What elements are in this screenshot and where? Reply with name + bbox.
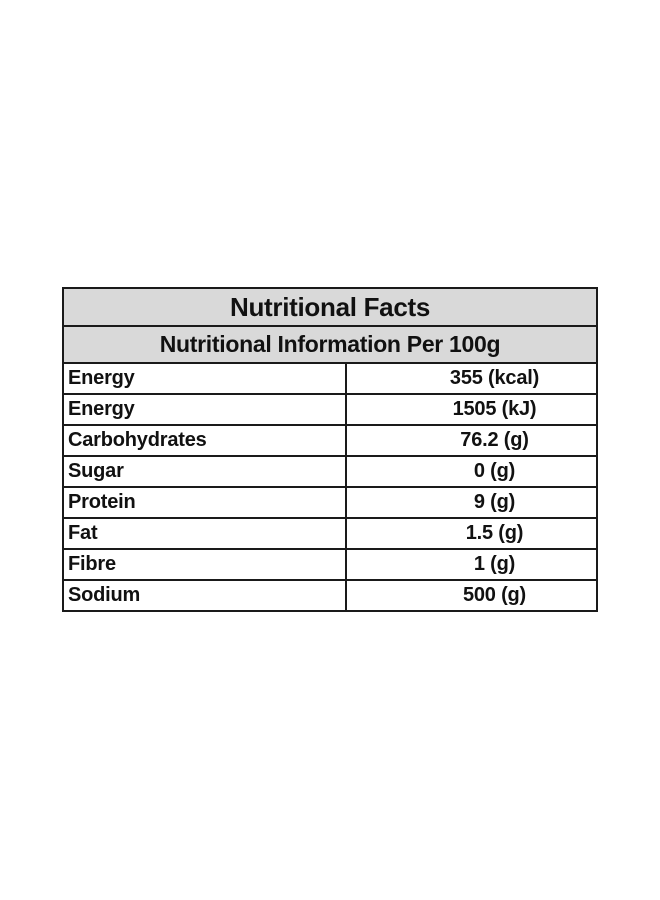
table-row-carbohydrates: Carbohydrates 76.2 (g) [62,424,598,457]
subtitle-row: Nutritional Information Per 100g [62,325,598,364]
nutrient-value-text: 1.5 (g) [465,522,524,544]
nutrient-value: 76.2 (g) [345,424,598,457]
nutrient-name: Sodium [62,579,347,612]
table-row-sodium: Sodium 500 (g) [62,579,598,612]
table-row-sugar: Sugar 0 (g) [62,455,598,488]
nutrient-value: 1.5 (g) [345,517,598,550]
nutrient-value: 355 (kcal) [345,362,598,395]
table-row-fibre: Fibre 1 (g) [62,548,598,581]
nutrient-name: Carbohydrates [62,424,347,457]
title-row: Nutritional Facts [62,287,598,327]
nutrient-name: Sugar [62,455,347,488]
nutrient-name: Energy [62,393,347,426]
nutrient-value-text: 9 (g) [473,491,516,513]
nutrient-value: 1 (g) [345,548,598,581]
nutrient-name: Fat [62,517,347,550]
table-row-fat: Fat 1.5 (g) [62,517,598,550]
nutrient-value-text: 76.2 (g) [460,429,529,451]
table-subtitle: Nutritional Information Per 100g [62,325,598,364]
nutrient-name: Protein [62,486,347,519]
nutrition-facts-table: Nutritional Facts Nutritional Informatio… [62,287,598,612]
nutrient-value-text: 355 (kcal) [449,367,540,389]
table-title: Nutritional Facts [62,287,598,327]
nutrient-value: 1505 (kJ) [345,393,598,426]
table-row-energy-kcal: Energy 355 (kcal) [62,362,598,395]
table-row-protein: Protein 9 (g) [62,486,598,519]
table-row-energy-kj: Energy 1505 (kJ) [62,393,598,426]
nutrient-value: 500 (g) [345,579,598,612]
nutrient-name: Energy [62,362,347,395]
nutrient-value-text: 500 (g) [462,584,527,606]
nutrient-value: 9 (g) [345,486,598,519]
nutrient-value-text: 1 (g) [473,553,516,575]
nutrient-name: Fibre [62,548,347,581]
nutrient-value-text: 1505 (kJ) [452,398,537,420]
nutrient-value: 0 (g) [345,455,598,488]
nutrient-value-text: 0 (g) [473,460,516,482]
